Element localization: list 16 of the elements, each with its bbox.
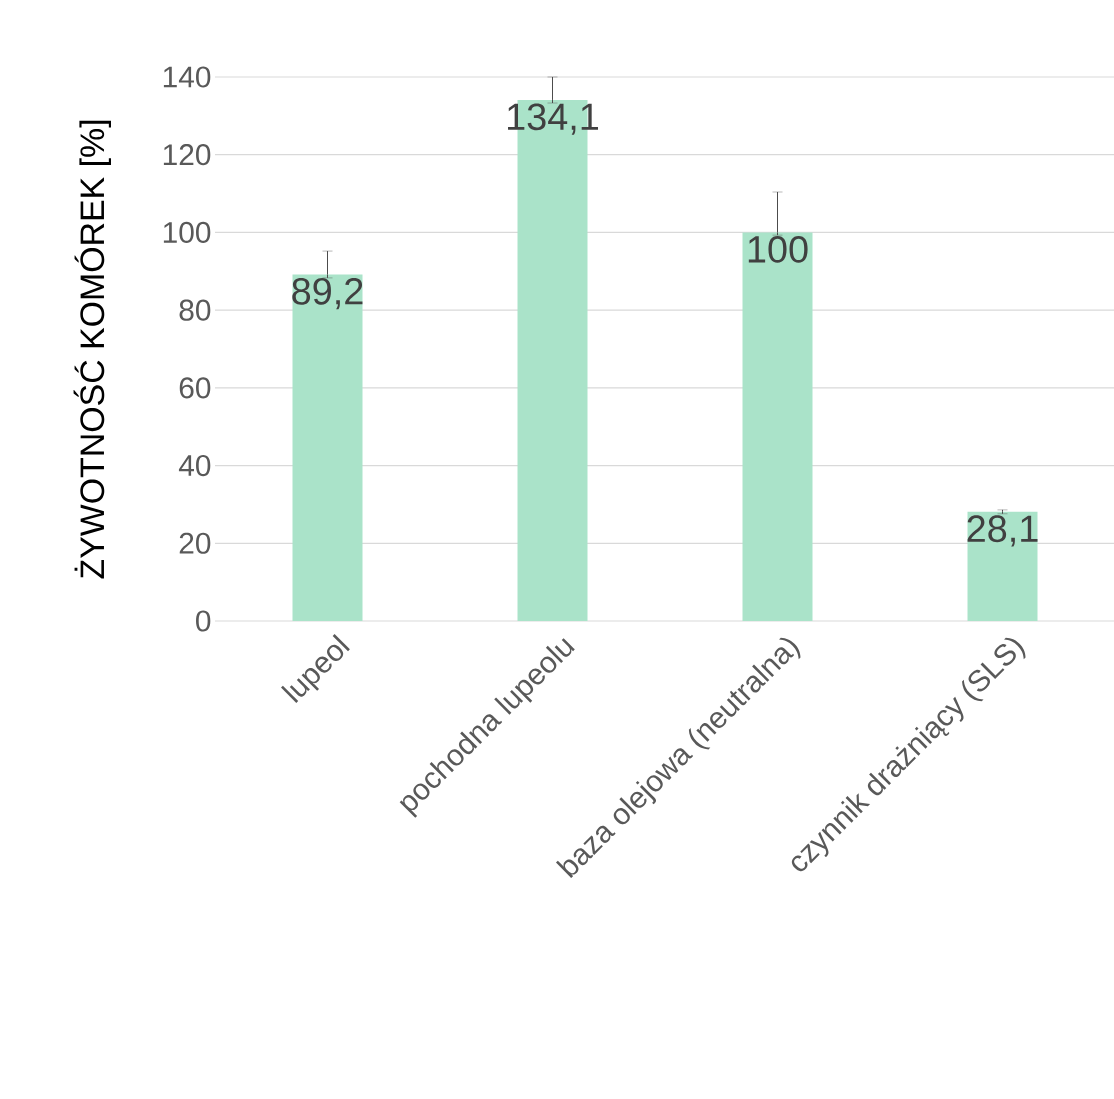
data-label: 89,2 [292,277,363,310]
y-tick-label: 140 [163,66,211,88]
y-tick-label: 40 [178,454,211,477]
y-tick-label: 100 [163,221,211,244]
y-tick-label: 80 [179,299,211,321]
y-axis-title: ŻYWOTNOŚĆ KOMÓREK [%] [73,120,111,579]
bar [292,274,363,621]
data-label: 100 [748,235,808,263]
y-tick-label: 20 [179,532,211,554]
data-label: 28,1 [967,515,1038,547]
bar [742,232,813,621]
y-tick-label: 60 [179,377,211,399]
bar [967,511,1038,621]
y-tick-label: 0 [196,610,211,632]
y-tick-label: 120 [163,144,211,166]
data-label: 134,1 [508,103,599,135]
